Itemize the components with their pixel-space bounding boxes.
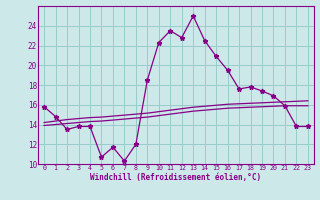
X-axis label: Windchill (Refroidissement éolien,°C): Windchill (Refroidissement éolien,°C) bbox=[91, 173, 261, 182]
